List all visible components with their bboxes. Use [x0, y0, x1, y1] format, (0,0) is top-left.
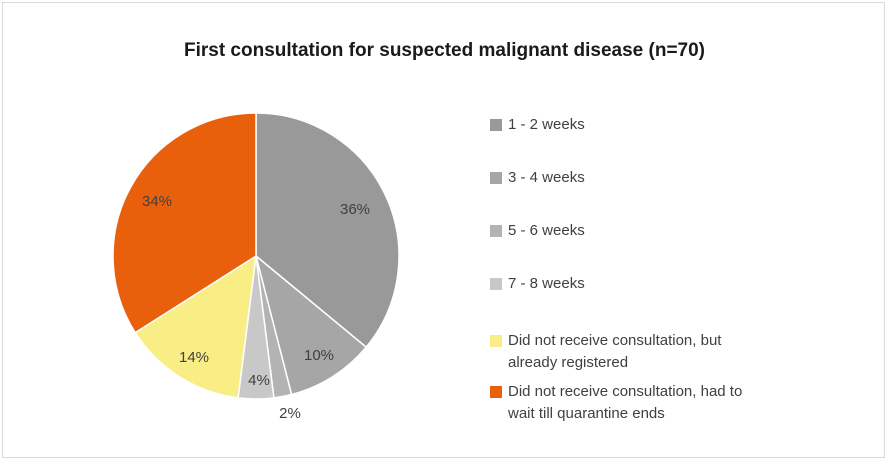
legend-item: 5 - 6 weeks	[490, 220, 790, 242]
pie-slice	[112, 112, 257, 334]
slice-data-label: 10%	[304, 347, 334, 364]
chart-title: First consultation for suspected maligna…	[183, 40, 706, 61]
legend-item: Did not receive consultation, had to wai…	[490, 381, 770, 425]
slice-data-label: 2%	[279, 405, 301, 422]
legend-swatch	[490, 335, 502, 347]
legend-item: 1 - 2 weeks	[490, 114, 790, 136]
slice-data-label: 4%	[248, 372, 270, 389]
legend-swatch	[490, 172, 502, 184]
legend-swatch	[490, 119, 502, 131]
pie-slice	[134, 254, 257, 399]
legend-swatch	[490, 278, 502, 290]
legend-item: Did not receive consultation, but alread…	[490, 330, 770, 374]
legend-swatch	[490, 386, 502, 398]
legend-label: Did not receive consultation, had to wai…	[508, 383, 743, 422]
legend-label: 1 - 2 weeks	[508, 116, 585, 133]
legend-item: 3 - 4 weeks	[490, 167, 790, 189]
legend-swatch	[490, 225, 502, 237]
pie-slice	[254, 253, 368, 396]
legend-label: 3 - 4 weeks	[508, 169, 585, 186]
legend-label: 5 - 6 weeks	[508, 222, 585, 239]
slice-data-label: 14%	[179, 349, 209, 366]
slice-data-label: 34%	[142, 193, 172, 210]
legend-label: 7 - 8 weeks	[508, 275, 585, 292]
pie-slice	[255, 112, 400, 349]
slice-data-label: 36%	[340, 201, 370, 218]
legend-label: Did not receive consultation, but alread…	[508, 332, 722, 371]
legend-item: 7 - 8 weeks	[490, 273, 790, 295]
